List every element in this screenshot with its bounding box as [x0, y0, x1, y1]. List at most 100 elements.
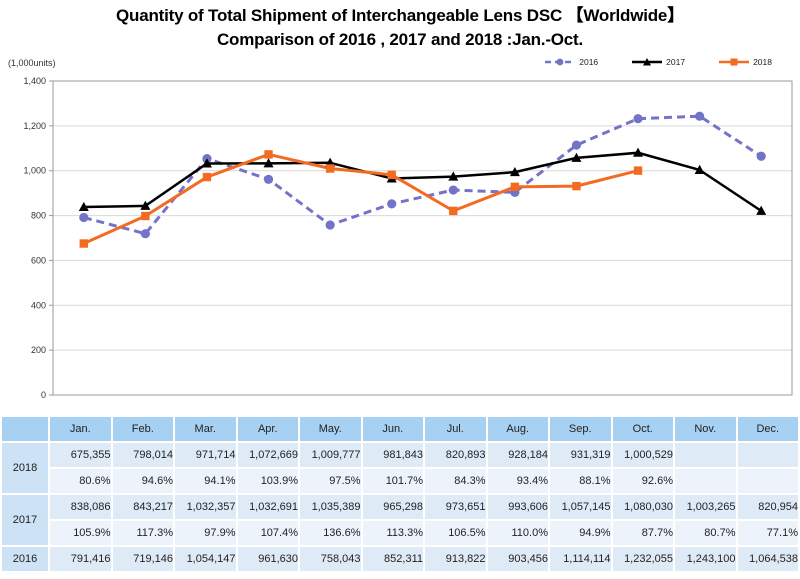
legend-marker-2016-dashed-circle-icon	[545, 58, 576, 66]
series-2017-marker	[509, 166, 520, 177]
legend-label-2018: 2018	[753, 57, 772, 67]
shipment-value-cell: 971,714	[175, 443, 236, 467]
series-2017-marker	[140, 200, 151, 210]
series-2018-marker	[325, 164, 335, 173]
series-2018-marker	[79, 239, 88, 248]
table-row-2017-values: 2017 838,086 843,217 1,032,357 1,032,691 1,03…	[2, 495, 798, 545]
month-header: Mar.	[175, 417, 236, 441]
month-header: Jan.	[50, 417, 111, 441]
month-header: Oct.	[612, 417, 673, 441]
shipment-value-cell: 973,651	[425, 495, 486, 519]
year-label: 2017	[2, 495, 48, 545]
y-axis-tick-label: 1,400	[23, 76, 46, 86]
table-corner-cell	[2, 417, 48, 441]
shipment-value-cell: 1,032,357	[175, 495, 236, 519]
series-2018-line	[83, 152, 639, 245]
legend-item-2018: 2018	[719, 57, 772, 67]
shipment-value-cell: 843,217	[112, 495, 173, 519]
plot-frame	[52, 80, 793, 396]
month-header: Jun.	[362, 417, 423, 441]
yoy-percent-cell: 80.6%	[50, 469, 111, 493]
shipment-value-cell: 791,416	[50, 547, 111, 571]
series-2017-line	[83, 151, 762, 212]
shipment-value-cell: 1,080,030	[612, 495, 673, 519]
shipment-value-cell: 1,009,777	[300, 443, 361, 467]
shipment-value-cell: 903,456	[487, 547, 548, 571]
month-header: Aug.	[487, 417, 548, 441]
series-2017-marker	[756, 205, 767, 215]
yoy-percent-cell: 97.5%	[300, 469, 361, 493]
yoy-percent-cell: 105.9%	[50, 521, 111, 545]
line-chart-area: (1,000units) 2016 2017 2018 0 200 400 600 80…	[0, 52, 800, 414]
yoy-percent-cell: 92.6%	[612, 469, 673, 493]
yoy-percent-cell: 80.7%	[675, 521, 736, 545]
series-2018-marker	[449, 206, 458, 216]
year-label: 2016	[2, 547, 48, 571]
series-2016-marker	[387, 199, 397, 209]
shipment-value-cell: 675,355	[50, 443, 111, 467]
shipment-value-cell	[737, 443, 798, 467]
shipment-value-cell: 852,311	[362, 547, 423, 571]
y-axis-tick-label: 1,200	[23, 121, 46, 131]
legend-label-2017: 2017	[666, 57, 686, 67]
yoy-percent-cell: 94.9%	[550, 521, 611, 545]
yoy-percent-cell: 88.1%	[550, 469, 611, 493]
shipment-value-cell: 993,606	[487, 495, 548, 519]
yoy-percent-cell: 113.3%	[362, 521, 423, 545]
series-2016-marker	[633, 114, 643, 124]
series-2017-marker	[78, 201, 89, 212]
series-2018-marker	[387, 170, 396, 179]
series-2018-marker	[633, 166, 643, 175]
shipment-value-cell: 1,114,114	[550, 547, 611, 571]
shipment-value-cell: 719,146	[112, 547, 173, 571]
series-2018-marker	[141, 211, 150, 221]
table-header-row: Jan. Feb. Mar. Apr. May. Jun. Jul. Aug. Sep. Oct.…	[2, 417, 798, 441]
shipment-value-cell: 1,032,691	[237, 495, 298, 519]
yoy-percent-cell	[737, 469, 798, 493]
y-axis-tick-label: 1,000	[23, 166, 46, 176]
shipment-value-cell: 758,043	[300, 547, 361, 571]
series-2017-marker	[694, 164, 705, 174]
series-2017-marker	[571, 152, 582, 162]
shipment-value-cell: 1,057,145	[550, 495, 611, 519]
yoy-percent-cell: 106.5%	[425, 521, 486, 545]
yoy-percent-cell: 84.3%	[425, 469, 486, 493]
yoy-percent-cell: 77.1%	[737, 521, 798, 545]
series-2016-marker	[140, 229, 150, 239]
chart-title: Quantity of Total Shipment of Interchang…	[0, 0, 800, 52]
legend-marker-2017-triangle-icon	[632, 58, 663, 66]
shipment-value-cell: 1,003,265	[675, 495, 736, 519]
series-2016-line	[83, 114, 763, 236]
shipment-value-cell: 1,064,538	[737, 547, 798, 571]
yoy-percent-cell: 136.6%	[300, 521, 361, 545]
yoy-percent-cell: 97.9%	[175, 521, 236, 545]
series-2018-marker	[202, 172, 212, 182]
yoy-percent-cell: 110.0%	[487, 521, 548, 545]
series-2017-marker	[633, 147, 644, 157]
series-2018-marker	[510, 182, 520, 192]
shipment-value-cell: 981,843	[362, 443, 423, 467]
shipment-value-cell: 931,319	[550, 443, 611, 467]
shipment-value-cell	[675, 443, 736, 467]
table-row-2016-values: 2016 791,416 719,146 1,054,147 961,630 758,04…	[2, 547, 798, 571]
yoy-percent-cell: 117.3%	[112, 521, 173, 545]
yoy-percent-cell: 107.4%	[237, 521, 298, 545]
yoy-percent-cell: 103.9%	[237, 469, 298, 493]
shipment-data-table: Jan. Feb. Mar. Apr. May. Jun. Jul. Aug. Sep. Oct.…	[0, 415, 800, 573]
shipment-value-cell: 1,035,389	[300, 495, 361, 519]
chart-legend: 2016 2017 2018	[545, 57, 772, 67]
shipment-value-cell: 965,298	[362, 495, 423, 519]
series-2016-marker	[695, 111, 705, 121]
series-2016-marker	[325, 220, 335, 230]
month-header: Apr.	[237, 417, 298, 441]
shipment-value-cell: 1,072,669	[237, 443, 298, 467]
series-2017-marker	[448, 171, 459, 181]
yoy-percent-cell	[675, 469, 736, 493]
y-axis-tick-label: 200	[31, 345, 46, 355]
series-2017-marker	[263, 158, 274, 168]
shipment-value-cell: 798,014	[112, 443, 173, 467]
yoy-percent-cell: 93.4%	[487, 469, 548, 493]
yoy-percent-cell: 101.7%	[362, 469, 423, 493]
shipment-value-cell: 838,086	[50, 495, 111, 519]
shipment-value-cell: 961,630	[237, 547, 298, 571]
